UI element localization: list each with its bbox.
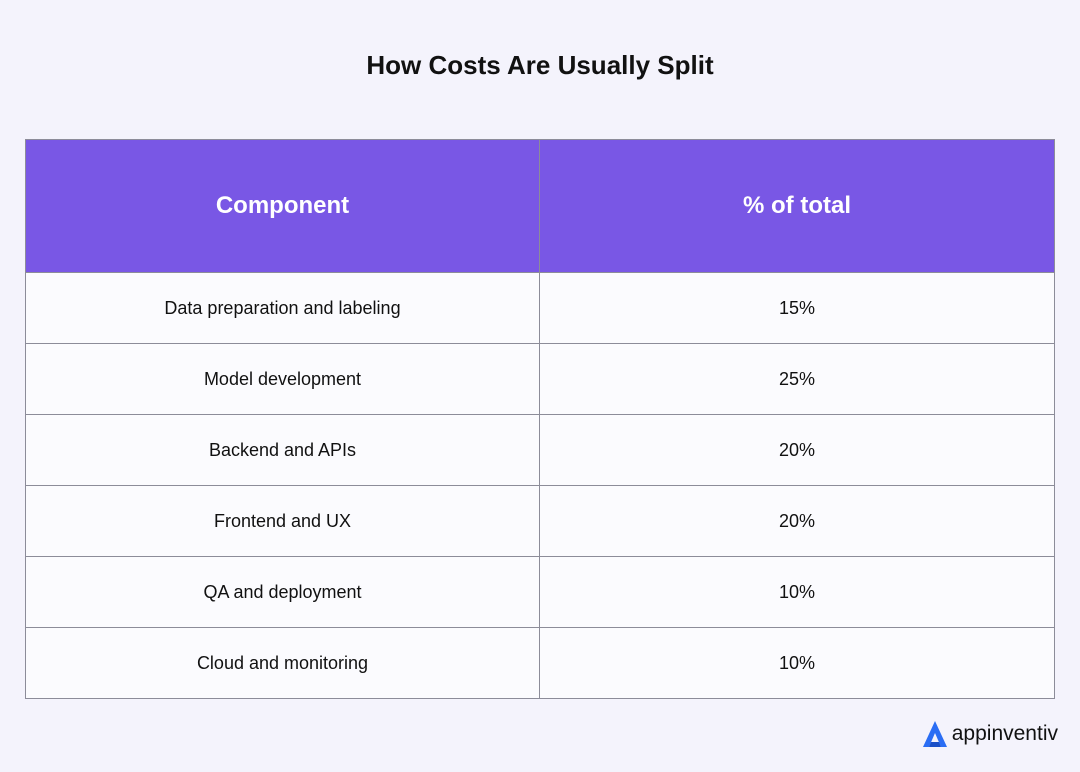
header-row: Component% of total — [25, 139, 1055, 273]
logo-text: appinventiv — [951, 722, 1058, 745]
table-cell: 20% — [539, 414, 1055, 486]
table-cell: Model development — [25, 343, 540, 415]
table-cell: 10% — [539, 556, 1055, 628]
table-row: Data preparation and labeling 15% — [25, 272, 1055, 344]
table-cell: 10% — [539, 627, 1055, 699]
table-row: Cloud and monitoring 10% — [25, 627, 1055, 699]
table-cell: QA and deployment — [25, 556, 540, 628]
table-body: Data preparation and labeling 15% Model de… — [25, 272, 1055, 699]
table-cell: 20% — [539, 485, 1055, 557]
logo: appinventiv — [922, 720, 1058, 748]
cost-table: Component% of total Data preparation and… — [25, 139, 1055, 699]
column-header: Component — [25, 139, 540, 273]
title: How Costs Are Usually Split — [366, 50, 714, 80]
table-row: QA and deployment 10% — [25, 556, 1055, 628]
table-cell: Data preparation and labeling — [25, 272, 540, 344]
table-cell: Cloud and monitoring — [25, 627, 540, 699]
table-row: Model development 25% — [25, 343, 1055, 415]
logo-icon — [922, 721, 947, 747]
table-cell: 15% — [539, 272, 1055, 344]
table-cell: Backend and APIs — [25, 414, 540, 486]
table-cell: Frontend and UX — [25, 485, 540, 557]
table-row: Backend and APIs 20% — [25, 414, 1055, 486]
table-cell: 25% — [539, 343, 1055, 415]
column-header: % of total — [539, 139, 1055, 273]
table-row: Frontend and UX 20% — [25, 485, 1055, 557]
